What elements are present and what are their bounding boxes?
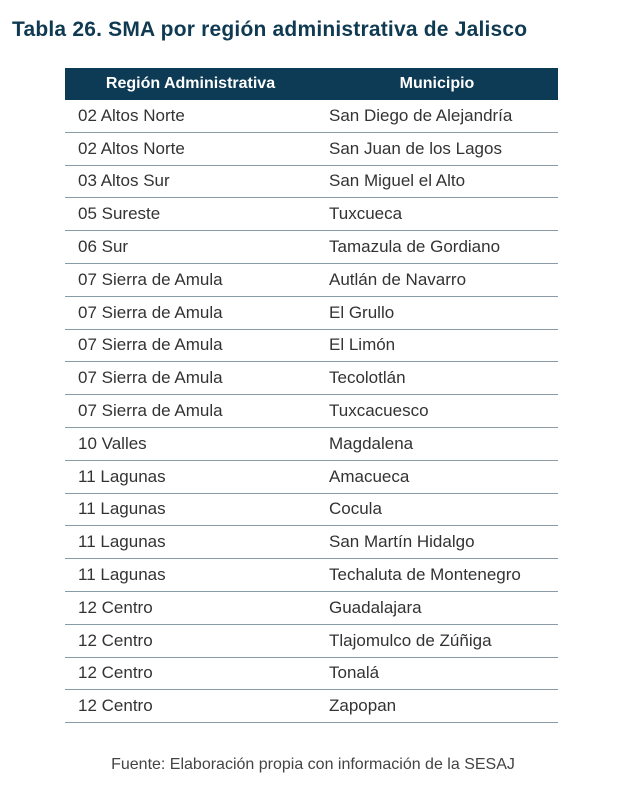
- cell-region: 07 Sierra de Amula: [65, 394, 316, 428]
- table-row: 07 Sierra de Amula El Grullo: [65, 296, 558, 330]
- cell-municipio: Amacueca: [316, 460, 558, 494]
- cell-region: 11 Lagunas: [65, 493, 316, 527]
- table-row: 06 Sur Tamazula de Gordiano: [65, 230, 558, 264]
- header-municipio: Municipio: [316, 68, 558, 100]
- table-title: Tabla 26. SMA por región administrativa …: [12, 18, 528, 41]
- cell-municipio: Techaluta de Montenegro: [316, 558, 558, 592]
- table-row: 07 Sierra de Amula El Limón: [65, 329, 558, 363]
- table-row: 07 Sierra de Amula Tecolotlán: [65, 361, 558, 396]
- cell-region: 11 Lagunas: [65, 558, 316, 592]
- table-row: 12 Centro Zapopan: [65, 689, 558, 724]
- cell-municipio: Tecolotlán: [316, 361, 558, 396]
- table-row: 10 Valles Magdalena: [65, 427, 558, 461]
- cell-region: 12 Centro: [65, 624, 316, 658]
- cell-region: 07 Sierra de Amula: [65, 329, 316, 363]
- source-note: Fuente: Elaboración propia con informaci…: [111, 756, 515, 773]
- table-row: 07 Sierra de Amula Tuxcacuesco: [65, 394, 558, 428]
- sma-table: Región Administrativa Municipio 02 Altos…: [65, 68, 558, 724]
- table-row: 11 Lagunas Cocula: [65, 493, 558, 527]
- cell-municipio: San Juan de los Lagos: [316, 132, 558, 166]
- cell-region: 07 Sierra de Amula: [65, 296, 316, 330]
- cell-municipio: Magdalena: [316, 427, 558, 461]
- cell-region: 07 Sierra de Amula: [65, 263, 316, 297]
- table-row: 07 Sierra de Amula Autlán de Navarro: [65, 263, 558, 297]
- cell-region: 05 Sureste: [65, 197, 316, 232]
- cell-municipio: San Miguel el Alto: [316, 165, 558, 199]
- cell-municipio: Tuxcacuesco: [316, 394, 558, 428]
- cell-municipio: Autlán de Navarro: [316, 263, 558, 297]
- cell-municipio: El Limón: [316, 329, 558, 363]
- cell-region: 07 Sierra de Amula: [65, 361, 316, 396]
- cell-region: 12 Centro: [65, 689, 316, 724]
- cell-region: 11 Lagunas: [65, 460, 316, 494]
- table-row: 11 Lagunas Techaluta de Montenegro: [65, 558, 558, 592]
- cell-municipio: San Diego de Alejandría: [316, 100, 558, 133]
- cell-region: 11 Lagunas: [65, 525, 316, 560]
- table-row: 11 Lagunas Amacueca: [65, 460, 558, 494]
- cell-region: 12 Centro: [65, 591, 316, 625]
- cell-region: 10 Valles: [65, 427, 316, 461]
- cell-municipio: El Grullo: [316, 296, 558, 330]
- table-row: 02 Altos Norte San Juan de los Lagos: [65, 132, 558, 166]
- cell-municipio: Cocula: [316, 493, 558, 527]
- cell-municipio: Tamazula de Gordiano: [316, 230, 558, 264]
- cell-municipio: San Martín Hidalgo: [316, 525, 558, 560]
- table-row: 12 Centro Tlajomulco de Zúñiga: [65, 624, 558, 658]
- cell-region: 03 Altos Sur: [65, 165, 316, 199]
- cell-region: 02 Altos Norte: [65, 132, 316, 166]
- table-row: 11 Lagunas San Martín Hidalgo: [65, 525, 558, 560]
- table-row: 12 Centro Guadalajara: [65, 591, 558, 625]
- table-row: 12 Centro Tonalá: [65, 657, 558, 691]
- cell-municipio: Guadalajara: [316, 591, 558, 625]
- cell-region: 06 Sur: [65, 230, 316, 264]
- cell-municipio: Tuxcueca: [316, 197, 558, 232]
- table-header-row: Región Administrativa Municipio: [65, 68, 558, 100]
- cell-municipio: Tonalá: [316, 657, 558, 691]
- header-region: Región Administrativa: [65, 68, 316, 100]
- table-row: 05 Sureste Tuxcueca: [65, 197, 558, 232]
- table-row: 02 Altos Norte San Diego de Alejandría: [65, 100, 558, 133]
- cell-region: 12 Centro: [65, 657, 316, 691]
- cell-municipio: Zapopan: [316, 689, 558, 724]
- cell-municipio: Tlajomulco de Zúñiga: [316, 624, 558, 658]
- table-row: 03 Altos Sur San Miguel el Alto: [65, 165, 558, 199]
- cell-region: 02 Altos Norte: [65, 100, 316, 133]
